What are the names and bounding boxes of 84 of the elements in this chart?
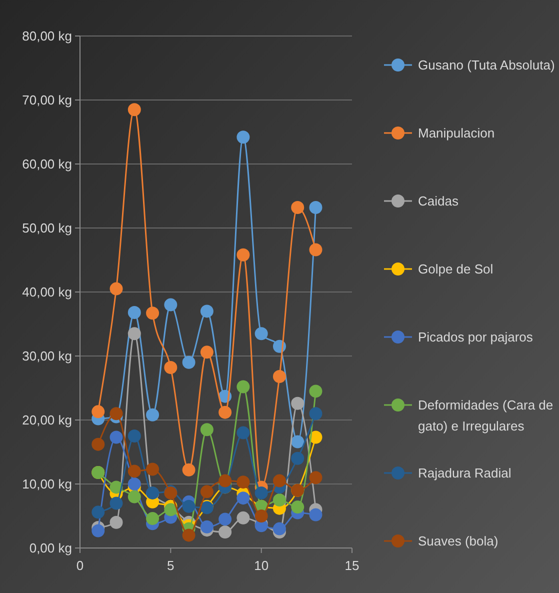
point	[309, 243, 322, 256]
point	[200, 423, 214, 436]
point	[200, 304, 214, 318]
legend-label: Gusano (Tuta Absoluta)	[418, 58, 555, 73]
point	[309, 471, 322, 484]
point	[309, 508, 322, 522]
point	[92, 405, 105, 418]
point	[92, 506, 105, 519]
point	[110, 430, 123, 444]
point	[291, 396, 304, 410]
point	[110, 282, 123, 296]
point	[272, 494, 286, 506]
point	[218, 406, 232, 419]
y-tick-label: 30,00 kg	[22, 348, 72, 364]
point	[309, 407, 322, 420]
legend-label: Caidas	[418, 194, 459, 209]
point	[128, 306, 141, 319]
y-tick-label: 20,00 kg	[22, 412, 72, 428]
point	[309, 201, 322, 214]
point	[200, 485, 214, 498]
y-tick-label: 70,00 kg	[22, 92, 72, 108]
x-tick-label: 0	[76, 558, 84, 573]
point	[236, 380, 250, 394]
point	[182, 528, 196, 542]
point	[128, 478, 141, 490]
point	[182, 463, 196, 476]
point	[291, 452, 304, 465]
x-tick-label: 5	[167, 558, 174, 573]
y-tick-label: 60,00 kg	[22, 156, 72, 172]
point	[110, 480, 123, 494]
point	[92, 438, 105, 451]
point	[146, 512, 160, 526]
point	[309, 384, 322, 398]
point	[128, 430, 141, 442]
point	[309, 430, 322, 444]
point	[146, 462, 160, 476]
point	[128, 490, 141, 504]
point	[236, 426, 250, 440]
legend-label: Golpe de Sol	[418, 262, 494, 277]
point	[200, 520, 214, 534]
point	[254, 486, 268, 500]
point	[110, 496, 123, 510]
point	[218, 526, 232, 538]
y-tick-label: 80,00 kg	[22, 28, 72, 44]
point	[291, 201, 304, 214]
point	[128, 103, 141, 116]
point	[254, 327, 268, 340]
legend-label: Manipulacion	[418, 126, 495, 141]
point	[200, 346, 214, 359]
y-tick-label: 0,00 kg	[29, 540, 72, 556]
point	[272, 522, 286, 536]
point	[236, 248, 250, 262]
point	[236, 130, 250, 144]
point	[164, 298, 178, 312]
point	[146, 306, 160, 320]
legend-label: Deformidades (Cara de gato) e Irregulares	[418, 398, 554, 434]
y-tick-label: 50,00 kg	[22, 220, 72, 236]
y-tick-label: 10,00 kg	[22, 476, 72, 492]
point	[182, 500, 196, 513]
point	[182, 356, 196, 369]
point	[128, 464, 141, 478]
point	[128, 327, 141, 340]
point	[272, 370, 286, 383]
point	[236, 492, 250, 505]
legend-label: Suaves (bola)	[418, 534, 498, 549]
point	[110, 516, 123, 529]
point	[236, 511, 250, 524]
legend-label: Rajadura Radial	[418, 466, 512, 481]
point	[110, 407, 123, 420]
point	[291, 435, 304, 448]
point	[164, 361, 178, 374]
point	[272, 474, 286, 488]
point	[146, 408, 160, 422]
point	[164, 503, 178, 516]
legend-label: Picados por pajaros	[418, 330, 534, 345]
point	[218, 474, 232, 488]
point	[254, 510, 268, 522]
y-tick-label: 40,00 kg	[22, 284, 72, 300]
point	[218, 512, 232, 526]
point	[236, 476, 250, 489]
x-tick-label: 10	[254, 558, 269, 573]
point	[291, 500, 304, 514]
x-tick-label: 15	[344, 558, 360, 573]
point	[92, 524, 105, 538]
